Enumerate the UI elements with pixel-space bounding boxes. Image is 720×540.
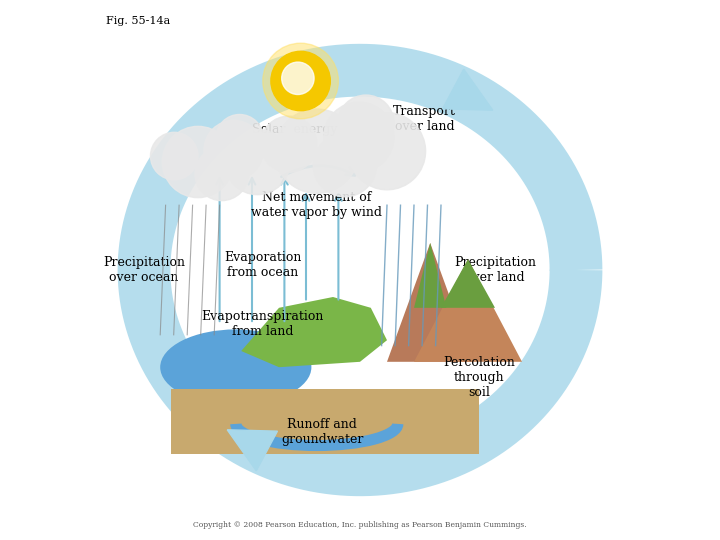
Circle shape xyxy=(150,132,198,180)
Text: Percolation
through
soil: Percolation through soil xyxy=(443,356,515,400)
Text: Runoff and
groundwater: Runoff and groundwater xyxy=(281,418,364,446)
Polygon shape xyxy=(443,69,492,110)
Polygon shape xyxy=(228,430,277,471)
Text: Copyright © 2008 Pearson Education, Inc. publishing as Pearson Benjamin Cummings: Copyright © 2008 Pearson Education, Inc.… xyxy=(193,521,527,529)
Text: Precipitation
over land: Precipitation over land xyxy=(454,256,536,284)
Circle shape xyxy=(225,129,290,195)
Ellipse shape xyxy=(160,329,312,405)
Circle shape xyxy=(324,102,394,172)
Polygon shape xyxy=(441,259,495,308)
Circle shape xyxy=(263,43,338,119)
Text: Evapotranspiration
from land: Evapotranspiration from land xyxy=(202,310,324,338)
Text: Fig. 55-14a: Fig. 55-14a xyxy=(107,16,171,26)
Circle shape xyxy=(274,109,359,193)
Polygon shape xyxy=(387,243,474,362)
Circle shape xyxy=(261,116,317,172)
Circle shape xyxy=(271,51,330,111)
Polygon shape xyxy=(414,243,446,308)
Text: Transport
over land: Transport over land xyxy=(393,105,456,133)
Circle shape xyxy=(338,95,394,151)
Circle shape xyxy=(282,62,314,94)
Polygon shape xyxy=(241,297,387,367)
Circle shape xyxy=(313,134,377,197)
Circle shape xyxy=(204,120,264,180)
FancyBboxPatch shape xyxy=(85,0,635,540)
Ellipse shape xyxy=(214,394,419,448)
Circle shape xyxy=(195,147,248,201)
Circle shape xyxy=(216,114,264,162)
Polygon shape xyxy=(171,389,479,454)
Text: Solar  energy: Solar energy xyxy=(253,123,338,136)
Text: Evaporation
from ocean: Evaporation from ocean xyxy=(224,251,302,279)
Text: Net movement of
water vapor by wind: Net movement of water vapor by wind xyxy=(251,191,382,219)
Polygon shape xyxy=(414,259,522,362)
Circle shape xyxy=(163,126,233,198)
Text: Precipitation
over ocean: Precipitation over ocean xyxy=(103,256,185,284)
Circle shape xyxy=(348,112,426,190)
